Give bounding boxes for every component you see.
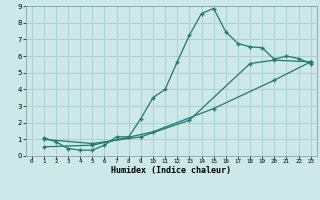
X-axis label: Humidex (Indice chaleur): Humidex (Indice chaleur): [111, 166, 231, 175]
